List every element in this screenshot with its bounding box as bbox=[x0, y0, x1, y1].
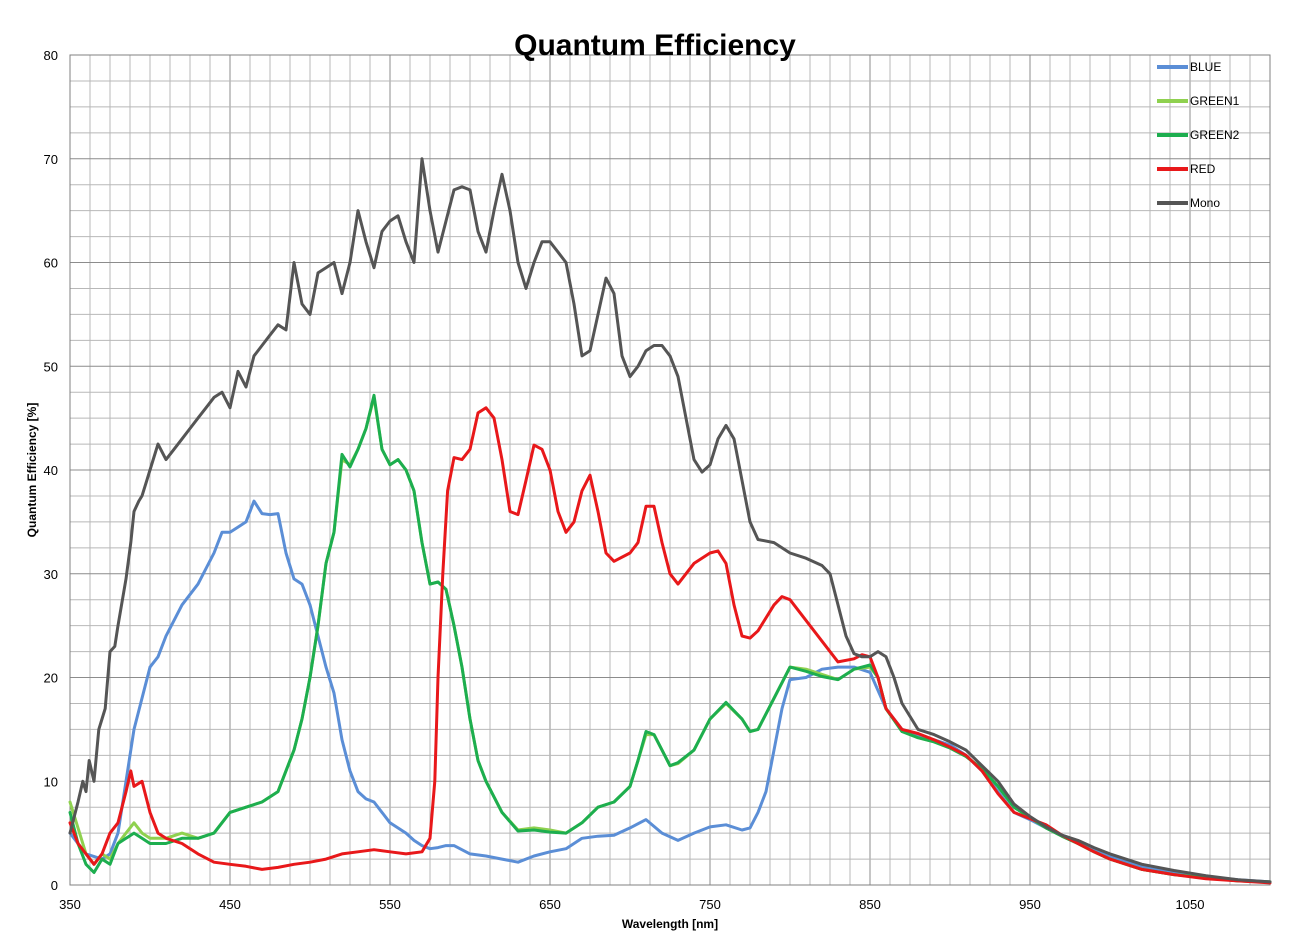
legend: BLUE GREEN1 GREEN2 RED Mono bbox=[1157, 60, 1240, 210]
legend-label-red: RED bbox=[1190, 162, 1216, 176]
series-line-mono bbox=[68, 157, 1272, 884]
legend-label-green2: GREEN2 bbox=[1190, 128, 1240, 142]
y-tick-label: 80 bbox=[44, 48, 58, 63]
y-tick-label: 70 bbox=[44, 152, 58, 167]
legend-label-mono: Mono bbox=[1190, 196, 1220, 210]
x-tick-label: 850 bbox=[859, 897, 881, 912]
y-tick-label: 40 bbox=[44, 463, 58, 478]
series-line-red bbox=[68, 406, 1272, 885]
y-tick-label: 50 bbox=[44, 359, 58, 374]
x-tick-label: 650 bbox=[539, 897, 561, 912]
legend-label-green1: GREEN1 bbox=[1190, 94, 1240, 108]
x-tick-label: 750 bbox=[699, 897, 721, 912]
x-tick-label: 350 bbox=[59, 897, 81, 912]
plot-area-border bbox=[69, 54, 1271, 886]
y-axis-label: Quantum Efficiency [%] bbox=[25, 403, 39, 538]
x-axis-label: Wavelength [nm] bbox=[622, 917, 718, 931]
y-tick-label: 0 bbox=[51, 878, 58, 893]
tick-labels: 350 450 550 650 750 850 950 1050 0 10 20 30 40 50 60 70… bbox=[44, 48, 1205, 912]
chart-title: Quantum Efficiency bbox=[514, 29, 796, 62]
x-tick-label: 950 bbox=[1019, 897, 1041, 912]
x-tick-label: 450 bbox=[219, 897, 241, 912]
x-tick-label: 550 bbox=[379, 897, 401, 912]
legend-label-blue: BLUE bbox=[1190, 60, 1221, 74]
series-lines bbox=[68, 157, 1272, 885]
y-tick-label: 30 bbox=[44, 567, 58, 582]
y-tick-label: 60 bbox=[44, 256, 58, 271]
grid bbox=[69, 54, 1271, 886]
y-tick-label: 10 bbox=[44, 774, 58, 789]
series-line-blue bbox=[68, 499, 1272, 884]
y-tick-label: 20 bbox=[44, 671, 58, 686]
x-tick-label: 1050 bbox=[1176, 897, 1205, 912]
